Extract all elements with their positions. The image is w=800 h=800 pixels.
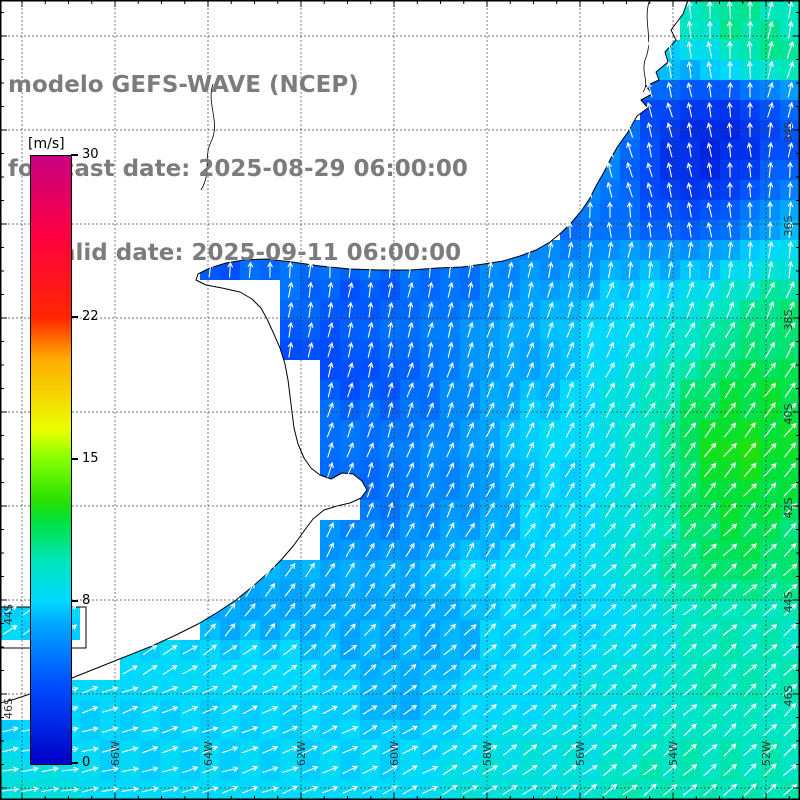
lon-label: 64W xyxy=(202,741,215,766)
lon-label: 56W xyxy=(574,741,587,766)
coordinate-labels: 66W 64W 62W 60W 58W 56W 54W 52W 34S 36S 38S 40S 42S 4… xyxy=(2,121,795,766)
lon-label: 54W xyxy=(667,741,680,766)
valid-date-line: valid date: 2025-09-11 06:00:00 xyxy=(45,240,462,266)
lat-label: 36S xyxy=(782,215,795,236)
colorbar-tick-label: 22 xyxy=(82,309,99,325)
colorbar-tick-mark xyxy=(71,458,78,460)
lat-label: 42S xyxy=(782,497,795,518)
lon-label: 66W xyxy=(109,741,122,766)
colorbar-tick-mark xyxy=(71,599,78,602)
colorbar-tick-label: 30 xyxy=(82,147,99,162)
colorbar-tick-mark xyxy=(71,154,78,156)
lon-label: 52W xyxy=(760,741,773,766)
lon-label: 60W xyxy=(388,741,401,766)
colorbar-tick-label: 0 xyxy=(82,755,91,770)
colorbar-tick-label: 15 xyxy=(82,451,99,466)
colorbar-tick-label: 8 xyxy=(82,592,91,608)
lat-label: 44S xyxy=(2,604,15,625)
title-block: modelo GEFS-WAVE (NCEP) forecast date: 2… xyxy=(8,15,468,323)
land-coastline xyxy=(0,0,689,704)
colorbar-legend: [m/s] 30 22 15 8 0 xyxy=(28,136,140,796)
lat-label: 46S xyxy=(782,685,795,706)
lat-label: 40S xyxy=(782,403,795,424)
lon-label: 58W xyxy=(481,741,494,766)
lon-label: 62W xyxy=(295,741,308,766)
colorbar-units-label: [m/s] xyxy=(28,136,65,152)
lat-label: 46S xyxy=(2,698,15,719)
colorbar-gradient xyxy=(30,155,72,765)
lat-label: 44S xyxy=(782,591,795,612)
river-line xyxy=(200,83,215,191)
colorbar-tick-mark xyxy=(71,762,78,764)
forecast-date-line: forecast date: 2025-08-29 06:00:00 xyxy=(8,156,468,182)
lat-label: 34S xyxy=(782,121,795,142)
model-title: modelo GEFS-WAVE (NCEP) xyxy=(8,72,359,98)
river-line xyxy=(642,1,650,93)
lat-label: 38S xyxy=(782,309,795,330)
colorbar-tick-mark xyxy=(71,316,78,319)
